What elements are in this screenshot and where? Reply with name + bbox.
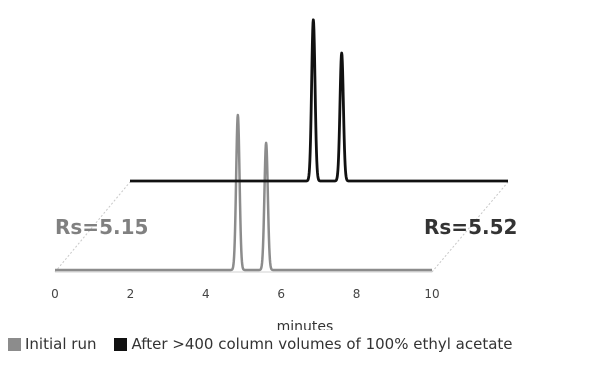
chromatogram-traces — [54, 18, 510, 272]
rs-label-after: Rs=5.52 — [424, 215, 517, 239]
legend-label-after: After >400 column volumes of 100% ethyl … — [131, 335, 513, 353]
rs-label-initial: Rs=5.15 — [55, 215, 148, 239]
x-tick-label-3: 6 — [277, 287, 285, 301]
x-tick-label-2: 4 — [202, 287, 210, 301]
x-tick-label-4: 8 — [353, 287, 361, 301]
x-tick-label-5: 10 — [424, 287, 439, 301]
legend-swatch-initial — [8, 337, 21, 351]
x-axis-ticks: 0 2 4 6 8 10 — [51, 287, 439, 301]
legend-label-initial: Initial run — [25, 335, 97, 353]
depth-guide-left — [54, 181, 131, 273]
x-tick-label-0: 0 — [51, 287, 59, 301]
legend-item-initial: Initial run — [8, 335, 96, 353]
legend-swatch-after — [114, 337, 128, 351]
trace-line-1 — [128, 18, 510, 183]
legend-item-after: After >400 column volumes of 100% ethyl … — [114, 335, 513, 353]
chart-legend: Initial run After >400 column volumes of… — [8, 335, 513, 353]
x-tick-label-1: 2 — [127, 287, 135, 301]
chromatogram-chart: 0 2 4 6 8 10 minutes Rs=5.15 Rs=5.52 — [51, 18, 517, 330]
trace-line-0 — [54, 113, 433, 272]
x-axis-title: minutes — [277, 319, 334, 330]
